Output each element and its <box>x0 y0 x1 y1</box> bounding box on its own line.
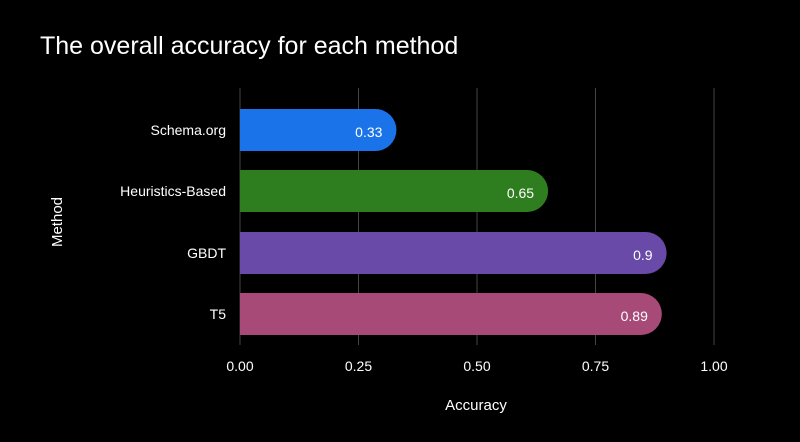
y-tick-label: Heuristics-Based <box>120 183 226 199</box>
bar-heuristics-based <box>240 170 549 212</box>
chart-title: The overall accuracy for each method <box>40 32 459 60</box>
x-tick-label: 0.25 <box>345 358 372 374</box>
x-tick-label: 1.00 <box>700 358 727 374</box>
y-tick-label: T5 <box>210 306 227 322</box>
bar-value-label: 0.89 <box>621 308 648 324</box>
y-tick-label: Schema.org <box>151 122 226 138</box>
x-tick-label: 0.50 <box>463 358 490 374</box>
y-axis-title: Method <box>49 197 66 247</box>
x-axis-title: Accuracy <box>445 397 507 414</box>
y-tick-label: GBDT <box>187 245 226 261</box>
label-layer: 0.00 0.25 0.50 0.75 1.00 Schema.org 0.33 Heuris… <box>120 122 728 374</box>
bar-gbdt <box>240 232 667 274</box>
bar-layer <box>240 109 667 335</box>
bar-t5 <box>240 293 662 335</box>
bar-schema-org <box>240 109 397 151</box>
x-tick-label: 0.75 <box>582 358 609 374</box>
bar-value-label: 0.65 <box>507 185 534 201</box>
bar-value-label: 0.33 <box>355 124 382 140</box>
bar-value-label: 0.9 <box>633 247 653 263</box>
x-tick-label: 0.00 <box>226 358 253 374</box>
